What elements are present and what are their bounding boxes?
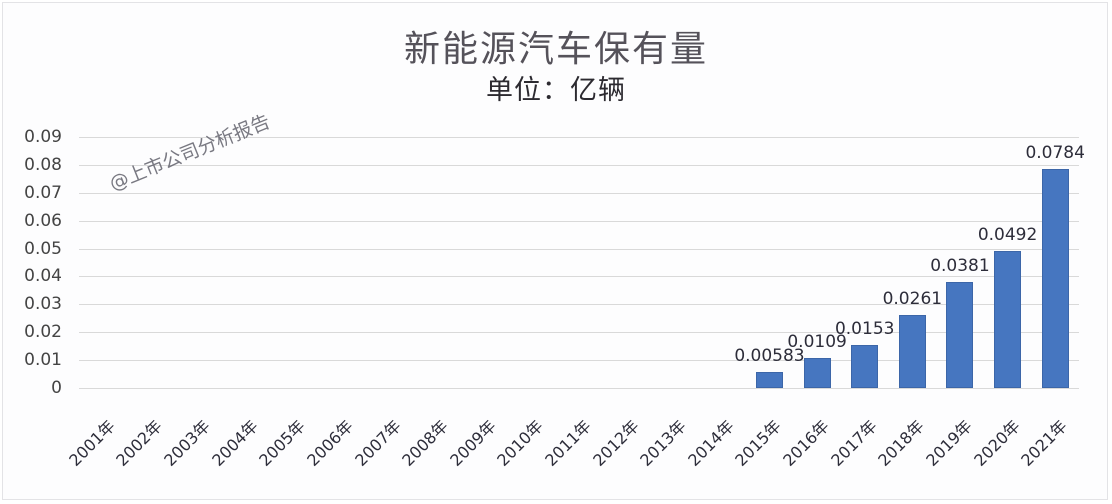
bar	[898, 315, 926, 388]
gridline	[79, 220, 1079, 222]
chart-subtitle: 单位：亿辆	[486, 75, 626, 106]
data-label: 0.0261	[882, 289, 943, 310]
data-label: 0.0109	[787, 331, 847, 352]
bar	[803, 357, 831, 388]
y-tick-label: 0.01	[24, 350, 62, 371]
gridline	[79, 332, 1079, 334]
y-tick-label: 0.05	[24, 238, 62, 259]
bar	[994, 250, 1022, 388]
bar	[851, 345, 879, 388]
y-tick-label: 0.04	[24, 266, 62, 287]
gridline	[79, 388, 1079, 389]
gridline	[79, 360, 1079, 362]
gridline	[79, 164, 1079, 166]
y-tick-label: 0	[51, 378, 62, 398]
gridline	[79, 276, 1079, 278]
gridline	[79, 248, 1079, 250]
y-tick-label: 0.07	[24, 182, 62, 203]
data-label: 0.0153	[834, 319, 895, 340]
bar	[946, 281, 974, 388]
bar	[1041, 169, 1069, 388]
y-tick-label: 0.06	[24, 210, 62, 231]
data-label: 0.0381	[930, 255, 990, 276]
data-label: 0.0492	[977, 224, 1038, 245]
gridline	[79, 192, 1079, 194]
data-label: 0.00583	[734, 345, 805, 366]
bar	[755, 371, 783, 388]
chart-title: 新能源汽车保有量	[403, 29, 708, 70]
plot-area: 0.00583 0.0109 0.0153 0.0261 0.0381 0.0492 0.0…	[79, 137, 1085, 389]
y-tick-label: 0.03	[24, 294, 62, 315]
y-tick-label: 0.09	[24, 127, 62, 147]
y-tick-label: 0.08	[24, 154, 62, 175]
gridline	[79, 137, 1079, 138]
data-label: 0.0784	[1025, 143, 1085, 164]
gridline	[79, 304, 1079, 306]
y-tick-label: 0.02	[24, 322, 62, 343]
